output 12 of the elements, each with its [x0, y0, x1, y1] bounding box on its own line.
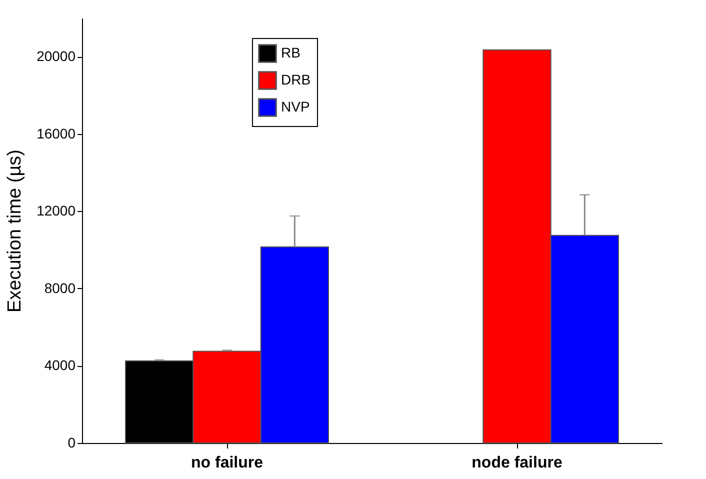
legend-label: RB — [281, 44, 300, 60]
x-tick-label: no failure — [190, 454, 264, 472]
y-tick-label: 12000 — [36, 202, 76, 219]
y-tick-label: 20000 — [36, 48, 76, 64]
legend-label: DRB — [281, 72, 311, 88]
y-tick-label: 0 — [68, 434, 76, 450]
y-axis-title: Execution time (µs) — [4, 150, 26, 312]
y-tick-label: 16000 — [36, 125, 76, 142]
x-tick-label: node failure — [472, 454, 562, 472]
y-tick-label: 4000 — [44, 357, 76, 374]
legend-label: NVP — [281, 98, 310, 114]
y-tick-label: 8000 — [44, 280, 76, 296]
